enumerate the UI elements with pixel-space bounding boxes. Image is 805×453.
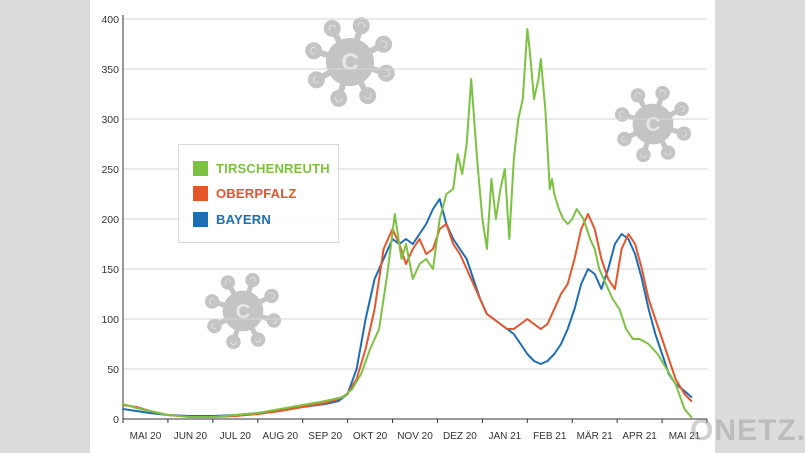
svg-text:C: C (341, 49, 358, 76)
legend-label-tirschenreuth: TIRSCHENREUTH (216, 160, 330, 176)
y-tick-label: 100 (101, 314, 119, 326)
x-tick-label: DEZ 20 (443, 431, 477, 442)
x-tick-label: MÄR 21 (577, 430, 614, 442)
right-margin (715, 0, 805, 453)
x-tick-label: NOV 20 (397, 431, 433, 442)
x-tick-label: FEB 21 (533, 431, 567, 442)
x-tick-label: APR 21 (622, 431, 657, 442)
legend-swatch-oberpfalz (193, 185, 208, 201)
svg-text:C: C (646, 114, 661, 136)
x-tick-label: SEP 20 (308, 431, 342, 442)
svg-text:C: C (236, 301, 251, 323)
legend-swatch-tirschenreuth (193, 160, 208, 176)
legend-label-oberpfalz: OBERPFALZ (216, 185, 297, 201)
x-tick-label: JUN 20 (174, 431, 208, 442)
virus-icon: C (204, 272, 282, 350)
legend-item-oberpfalz: OBERPFALZ (193, 185, 297, 201)
legend-label-bayern: BAYERN (216, 211, 271, 227)
series-line-oberpfalz (122, 213, 693, 418)
virus-icon: C (614, 85, 692, 163)
x-tick-label: MAI 21 (669, 431, 701, 442)
legend-item-bayern: BAYERN (193, 211, 271, 227)
x-tick-label: JUL 20 (220, 431, 252, 442)
x-tick-label: JAN 21 (488, 431, 521, 442)
y-tick-label: 0 (113, 414, 119, 426)
y-tick-label: 50 (107, 364, 119, 376)
chart-legend: TIRSCHENREUTH OBERPFALZ BAYERN (178, 144, 339, 243)
y-tick-label: 200 (101, 214, 119, 226)
legend-swatch-bayern (193, 211, 208, 227)
series-line-tirschenreuth (122, 28, 693, 418)
x-tick-label: MAI 20 (130, 431, 162, 442)
watermark: ONETZ.de (690, 414, 805, 447)
y-tick-label: 300 (101, 114, 119, 126)
y-tick-label: 400 (101, 14, 119, 26)
virus-icon: C (305, 17, 395, 107)
x-tick-label: OKT 20 (353, 431, 388, 442)
y-tick-label: 150 (101, 264, 119, 276)
left-margin (0, 0, 90, 453)
y-tick-label: 250 (101, 164, 119, 176)
y-tick-label: 350 (101, 64, 119, 76)
x-tick-label: AUG 20 (262, 431, 298, 442)
legend-item-tirschenreuth: TIRSCHENREUTH (193, 160, 330, 176)
